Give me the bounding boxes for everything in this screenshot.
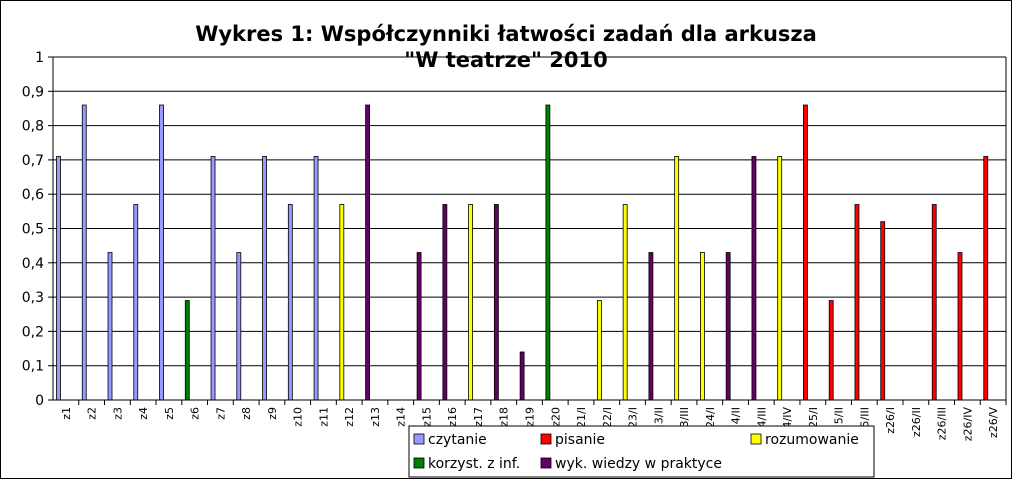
x-tick-label: z6	[189, 407, 202, 420]
x-tick-label: z19	[524, 407, 537, 427]
bar	[725, 252, 731, 401]
x-tick-label: z13	[369, 407, 382, 427]
x-tick-label: z5	[163, 407, 176, 420]
bar	[313, 156, 319, 401]
x-tick-label: z18	[498, 407, 511, 427]
legend-label: czytanie	[428, 432, 487, 448]
bar	[751, 156, 757, 401]
bar	[81, 104, 87, 401]
bar	[803, 104, 808, 401]
legend-label: rozumowanie	[765, 432, 859, 448]
bar	[493, 204, 499, 401]
bar	[931, 204, 937, 401]
bar	[777, 156, 783, 401]
x-tick-label: z8	[240, 407, 253, 420]
x-tick-label: z11	[317, 407, 330, 427]
x-tick-label: z16	[446, 407, 459, 427]
chart-title: Wykres 1: Współczynniki łatwości zadań d…	[195, 22, 817, 46]
x-tick-label: z4	[137, 407, 150, 420]
x-tick-label: z26/I	[884, 407, 897, 434]
legend: czytanie pisanie rozumowanie korzyst. z inf…	[408, 425, 875, 478]
bar	[107, 252, 113, 401]
bar	[262, 156, 267, 401]
x-tick-label: z9	[266, 407, 279, 420]
bar	[236, 252, 242, 401]
x-tick-label: z1	[60, 407, 73, 420]
legend-swatch	[540, 457, 552, 469]
x-tick-label: z17	[472, 407, 485, 427]
y-tick-label: 0,8	[22, 119, 44, 135]
bar	[339, 204, 345, 401]
bar	[365, 104, 370, 401]
bar	[596, 300, 602, 401]
y-tick-label: 0,9	[22, 84, 44, 100]
y-tick-label: 0,7	[22, 153, 44, 169]
x-tick-label: z26/IV	[961, 407, 974, 442]
bar	[545, 104, 551, 401]
bar	[287, 204, 293, 401]
y-axis-ticks: 0 0,1 0,2 0,3 0,4 0,5 0,6 0,7 0,8 0,9 1	[22, 50, 53, 409]
legend-label: korzyst. z inf.	[428, 456, 520, 472]
axes	[52, 56, 1007, 401]
x-tick-label: z15	[420, 407, 433, 427]
legend-swatch	[413, 433, 425, 445]
bar	[159, 104, 164, 401]
bar	[700, 252, 705, 401]
y-tick-label: 0,5	[22, 222, 44, 238]
bar	[56, 156, 61, 401]
chart-title-line2: "W teatrze" 2010	[404, 48, 607, 72]
x-tick-label: z14	[395, 407, 408, 427]
y-tick-label: 1	[35, 50, 44, 66]
x-tick-label: z26/III	[936, 407, 949, 440]
legend-box	[408, 425, 875, 478]
bar	[957, 252, 963, 401]
legend-swatch	[750, 433, 762, 445]
x-tick-label: z20	[549, 407, 562, 427]
bar	[828, 300, 834, 401]
y-tick-label: 0,6	[22, 187, 44, 203]
x-tick-label: z26/V	[987, 407, 1000, 438]
gridlines	[53, 56, 1006, 367]
bar	[442, 204, 448, 401]
bar	[622, 204, 628, 401]
bar	[133, 204, 139, 401]
bar	[519, 351, 525, 401]
legend-swatch	[540, 433, 552, 445]
bar	[416, 252, 422, 401]
y-tick-label: 0	[35, 393, 44, 409]
x-tick-label: z3	[111, 407, 124, 420]
bar	[880, 221, 886, 401]
bars	[56, 104, 989, 401]
bar	[468, 204, 474, 401]
legend-label: pisanie	[555, 432, 605, 448]
x-tick-label: z26/II	[910, 407, 923, 437]
bar	[674, 156, 680, 401]
x-tick-label: z12	[343, 407, 356, 427]
bar	[648, 252, 654, 401]
x-tick-label: z2	[86, 407, 99, 420]
y-tick-label: 0,1	[22, 359, 44, 375]
x-tick-label: z7	[214, 407, 227, 420]
bar	[184, 300, 190, 401]
bar	[210, 156, 216, 401]
bar	[854, 204, 860, 401]
legend-swatch	[413, 457, 425, 469]
y-tick-label: 0,4	[22, 256, 44, 272]
y-tick-label: 0,2	[22, 324, 44, 340]
y-tick-label: 0,3	[22, 290, 44, 306]
legend-label: wyk. wiedzy w praktyce	[555, 456, 722, 472]
bar	[983, 156, 989, 401]
x-tick-label: z10	[292, 407, 305, 427]
